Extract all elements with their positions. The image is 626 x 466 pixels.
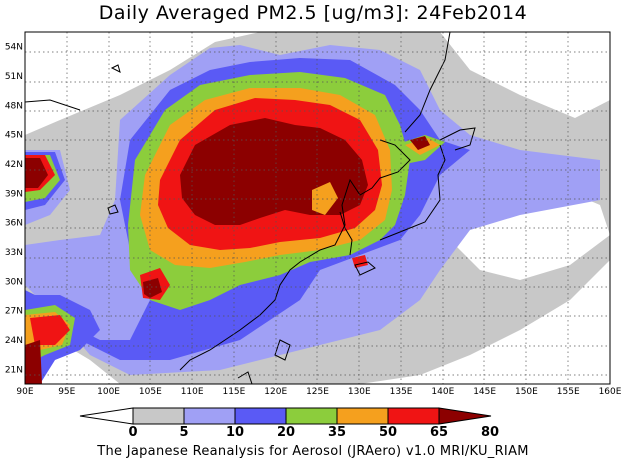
pm25-map: 90E 95E 100E 105E 110E 115E 120E 125E 130E 135E 14… — [5, 31, 622, 440]
lon-tick-label: 140E — [431, 387, 454, 397]
lat-tick-label: 45N — [5, 131, 23, 141]
colorbar-level-label: 65 — [430, 425, 448, 440]
lat-tick-label: 33N — [5, 248, 23, 258]
lon-tick-label: 135E — [390, 387, 413, 397]
lon-tick-label: 105E — [139, 387, 162, 397]
footer-credit: The Japanese Reanalysis for Aerosol (JRA… — [97, 444, 529, 459]
lon-tick-label: 90E — [16, 387, 33, 397]
contour-65-80-sw — [30, 315, 70, 345]
colorbar-level-label: 20 — [277, 425, 295, 440]
colorbar-level-label: 5 — [179, 425, 188, 440]
graticule — [25, 32, 610, 384]
lon-tick-label: 115E — [222, 387, 245, 397]
colorbar: 0 5 10 20 35 50 65 80 — [79, 407, 499, 440]
contour-gt-80-nw — [25, 158, 48, 188]
map-title: Daily Averaged PM2.5 [ug/m3]: 24Feb2014 — [98, 2, 528, 24]
colorbar-level-label: 50 — [379, 425, 397, 440]
colorbar-arrow-high — [438, 407, 492, 425]
colorbar-arrow-low — [79, 407, 134, 425]
lon-tick-label: 125E — [306, 387, 329, 397]
lon-tick-label: 130E — [348, 387, 371, 397]
concentration-field — [25, 32, 610, 384]
lon-tick-label: 95E — [58, 387, 75, 397]
lon-tick-label: 120E — [264, 387, 287, 397]
lon-tick-label: 110E — [181, 387, 204, 397]
plot-frame — [24, 31, 611, 385]
contour-gt-80-south — [143, 278, 162, 298]
latitude-labels: 21N 24N 27N 30N 33N 36N 39N 42N 45N 48N 51N 54N — [5, 43, 23, 376]
lat-tick-label: 42N — [5, 160, 23, 170]
colorbar-swatch — [183, 407, 236, 425]
colorbar-swatch — [132, 407, 185, 425]
lat-tick-label: 24N — [5, 336, 23, 346]
lon-tick-label: 100E — [97, 387, 120, 397]
colorbar-level-label: 80 — [481, 425, 499, 440]
lon-tick-label: 150E — [515, 387, 538, 397]
colorbar-swatch — [285, 407, 338, 425]
coastlines — [25, 32, 476, 384]
colorbar-level-label: 10 — [226, 425, 244, 440]
contour-50-65-core — [312, 182, 338, 215]
colorbar-level-label: 35 — [328, 425, 346, 440]
lat-tick-label: 39N — [5, 189, 23, 199]
lat-tick-label: 48N — [5, 101, 23, 111]
lat-tick-label: 51N — [5, 72, 23, 82]
colorbar-level-label: 0 — [128, 425, 137, 440]
colorbar-swatch — [234, 407, 287, 425]
colorbar-swatch — [336, 407, 389, 425]
lat-tick-label: 54N — [5, 43, 23, 53]
colorbar-swatch — [387, 407, 440, 425]
lat-tick-label: 27N — [5, 307, 23, 317]
longitude-labels: 90E 95E 100E 105E 110E 115E 120E 125E 130E 135E 14… — [16, 387, 621, 397]
lon-tick-label: 145E — [473, 387, 496, 397]
lat-tick-label: 36N — [5, 219, 23, 229]
contour-gt-80-sw — [25, 340, 42, 384]
lat-tick-label: 21N — [5, 365, 23, 375]
lat-tick-label: 30N — [5, 277, 23, 287]
lon-tick-label: 155E — [557, 387, 580, 397]
contour-gt-80-east — [410, 136, 430, 150]
lon-tick-label: 160E — [599, 387, 622, 397]
